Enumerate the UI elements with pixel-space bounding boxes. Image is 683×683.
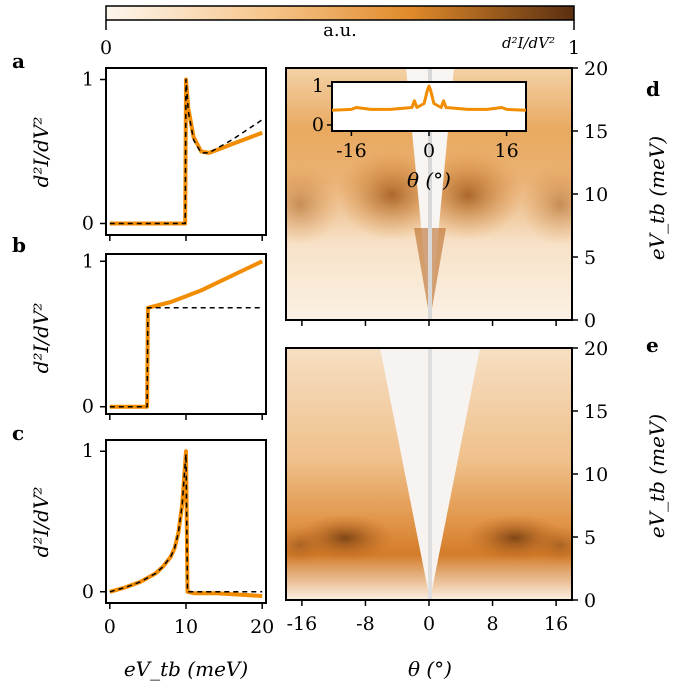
plot-c-ylabel: d²I/dV²: [29, 487, 53, 558]
plot-b-series-model-line: [109, 307, 263, 408]
colorbar-quantity-label: d²I/dV²: [502, 34, 555, 52]
inset-plot: 0 1 -16 0 16 θ (°): [312, 75, 527, 192]
inset-series-line: [331, 84, 527, 112]
colorbar: 0 1 a.u. d²I/dV²: [100, 5, 580, 59]
panel-label-a: a: [12, 49, 25, 73]
heatmap-e-ytick-label: 15: [584, 401, 608, 423]
heatmap-d-ylabel: eV_tb (meV): [645, 136, 669, 260]
left-xlabel: eV_tb (meV): [124, 657, 248, 681]
inset-xlabel: θ (°): [407, 168, 451, 192]
plot-c-series-model-line: [109, 453, 263, 593]
plot-b: 01: [82, 250, 267, 420]
panel-label-b: b: [12, 233, 26, 257]
panel-label-d: d: [646, 77, 660, 101]
heatmap-e-ytick-label: 0: [584, 590, 596, 612]
plot-a: 01: [82, 67, 267, 241]
heatmap-e-xtick-label: 0: [423, 613, 435, 635]
plot-c-xtick-label: 0: [104, 616, 116, 638]
right-xlabel: θ (°): [408, 657, 452, 681]
colorbar-max-label: 1: [568, 37, 580, 59]
heatmap-e-ylabel: eV_tb (meV): [645, 414, 669, 538]
heatmap-e-xtick-label: 16: [544, 613, 568, 635]
inset-ytick-label: 0: [312, 114, 324, 136]
heatmap-e-ytick-label: 10: [584, 464, 608, 486]
plot-b-ytick-label: 1: [82, 250, 94, 272]
plot-c-xtick-label: 20: [250, 616, 274, 638]
colorbar-gradient: [105, 5, 575, 21]
colorbar-unit-label: a.u.: [323, 20, 357, 41]
heatmap-e-ytick-label: 5: [584, 527, 596, 549]
plot-c-ytick-label: 1: [82, 440, 94, 462]
plot-b-series-measured-line: [109, 259, 264, 409]
panel-label-e: e: [646, 333, 659, 357]
heatmap-d-ytick-label: 10: [584, 184, 608, 206]
heatmap-d-ytick-label: 20: [584, 58, 608, 80]
inset-ytick-label: 1: [312, 75, 324, 97]
heatmap-e-ytick-label: 20: [584, 338, 608, 360]
plot-c-ytick-label: 0: [82, 581, 94, 603]
plot-a-ytick-label: 1: [82, 69, 94, 91]
heatmap-e: [286, 348, 572, 600]
heatmap-d-ytick-label: 0: [584, 310, 596, 332]
heatmap-e-xtick-label: -16: [287, 613, 318, 635]
plot-b-frame: [105, 253, 267, 415]
inset-xtick-label: -16: [336, 140, 367, 162]
plot-a-ylabel: d²I/dV²: [29, 117, 53, 188]
inset-xtick-label: 16: [495, 140, 519, 162]
plot-a-series-model-line: [109, 78, 263, 225]
heatmap-d-ytick-label: 5: [584, 247, 596, 269]
plot-a-ytick-label: 0: [82, 212, 94, 234]
plot-b-ytick-label: 0: [82, 396, 94, 418]
inset-xtick-label: 0: [423, 140, 435, 162]
plot-c-xtick-label: 10: [174, 616, 198, 638]
heatmap-e-xtick-label: 8: [487, 613, 499, 635]
colorbar-min-label: 0: [100, 37, 112, 59]
heatmap-e-xtick-label: -8: [356, 613, 375, 635]
plot-c-series-measured-line: [109, 449, 263, 598]
heatmap-d-ytick-label: 15: [584, 121, 608, 143]
plot-b-ylabel: d²I/dV²: [29, 303, 53, 374]
plot-c: 010 10 20: [82, 439, 274, 638]
panel-label-c: c: [12, 421, 24, 445]
